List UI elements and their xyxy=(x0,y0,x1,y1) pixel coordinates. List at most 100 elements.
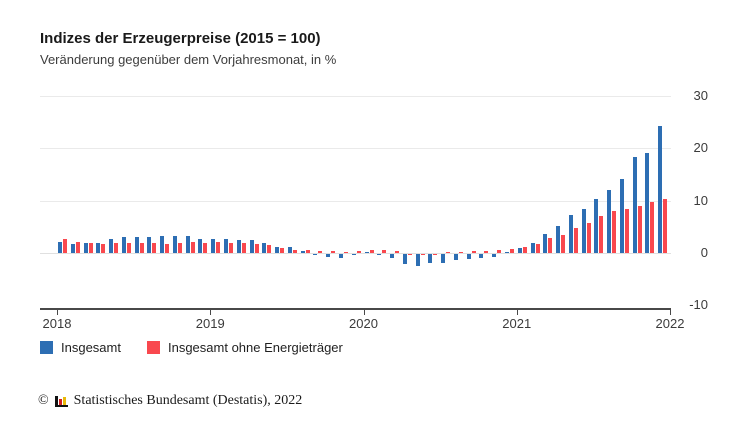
legend-swatch-blue xyxy=(40,341,53,354)
x-axis-tick xyxy=(210,310,212,315)
bar-ohne-energietraeger xyxy=(420,254,425,256)
bar-insgesamt xyxy=(83,243,88,253)
bar-ohne-energietraeger xyxy=(241,243,246,253)
bar-insgesamt xyxy=(300,251,305,253)
source-text: Statistisches Bundesamt (Destatis), 2022 xyxy=(73,393,303,408)
bar-ohne-energietraeger xyxy=(101,243,106,253)
bar-insgesamt xyxy=(338,254,343,258)
x-axis-label: 2022 xyxy=(655,316,685,331)
bar-ohne-energietraeger xyxy=(612,211,617,253)
destatis-bar-chart-icon xyxy=(54,395,68,407)
y-axis-label: 0 xyxy=(700,245,708,260)
bar-ohne-energietraeger xyxy=(267,245,272,253)
bar-insgesamt xyxy=(658,126,663,253)
bar-ohne-energietraeger xyxy=(458,252,463,253)
bar-insgesamt xyxy=(594,198,599,253)
bar-insgesamt xyxy=(492,254,497,257)
bar-insgesamt xyxy=(185,235,190,253)
bar-ohne-energietraeger xyxy=(407,254,412,256)
bar-insgesamt xyxy=(632,156,637,253)
bar-ohne-energietraeger xyxy=(331,251,336,253)
bar-insgesamt xyxy=(364,251,369,253)
bar-insgesamt xyxy=(390,254,395,259)
legend-label: Insgesamt xyxy=(61,340,121,355)
copyright-symbol: © xyxy=(38,393,49,408)
x-axis-label: 2019 xyxy=(195,316,225,331)
bar-ohne-energietraeger xyxy=(190,242,195,253)
bar-insgesamt xyxy=(211,239,216,253)
bar-ohne-energietraeger xyxy=(484,251,489,253)
legend-label: Insgesamt ohne Energieträger xyxy=(167,340,343,355)
bar-ohne-energietraeger xyxy=(292,249,297,253)
bar-ohne-energietraeger xyxy=(599,215,604,253)
x-axis-tick xyxy=(670,310,671,315)
y-axis-label: 30 xyxy=(693,88,708,103)
legend-item-insgesamt: Insgesamt xyxy=(40,340,121,355)
bar-insgesamt xyxy=(287,247,292,253)
bar-ohne-energietraeger xyxy=(356,251,361,253)
gridline xyxy=(40,148,671,150)
bar-insgesamt xyxy=(121,237,126,253)
x-axis-tick xyxy=(57,310,58,315)
bar-ohne-energietraeger xyxy=(663,199,668,253)
bar-insgesamt xyxy=(377,254,382,255)
bar-ohne-energietraeger xyxy=(63,239,67,253)
bar-ohne-energietraeger xyxy=(382,249,387,253)
bar-insgesamt xyxy=(262,243,267,253)
bar-ohne-energietraeger xyxy=(114,243,119,253)
bar-insgesamt xyxy=(428,254,433,264)
bar-ohne-energietraeger xyxy=(318,250,323,253)
bar-ohne-energietraeger xyxy=(139,243,144,253)
x-axis-label: 2020 xyxy=(349,316,378,331)
bar-insgesamt xyxy=(607,190,612,253)
bar-insgesamt xyxy=(556,225,561,253)
bar-ohne-energietraeger xyxy=(254,244,259,253)
bar-insgesamt xyxy=(543,233,548,253)
bar-insgesamt xyxy=(504,251,509,253)
bar-insgesamt xyxy=(402,254,407,264)
bar-ohne-energietraeger xyxy=(305,250,310,253)
chart-subtitle: Veränderung gegenüber dem Vorjahresmonat… xyxy=(40,52,337,67)
bar-insgesamt xyxy=(351,254,356,256)
bar-ohne-energietraeger xyxy=(535,244,540,253)
bar-ohne-energietraeger xyxy=(152,243,157,253)
legend-swatch-red xyxy=(146,341,160,354)
gridline xyxy=(40,200,671,202)
bar-ohne-energietraeger xyxy=(369,250,374,253)
bar-insgesamt xyxy=(70,243,75,253)
bar-insgesamt xyxy=(58,242,62,253)
bar-insgesamt xyxy=(198,238,203,253)
bar-ohne-energietraeger xyxy=(216,242,221,253)
x-axis-tick xyxy=(363,310,365,315)
bar-ohne-energietraeger xyxy=(586,222,591,253)
bar-ohne-energietraeger xyxy=(522,247,527,253)
gridline xyxy=(40,96,671,97)
bar-ohne-energietraeger xyxy=(343,251,348,253)
bar-insgesamt xyxy=(517,248,522,253)
bar-ohne-energietraeger xyxy=(126,243,131,253)
bar-insgesamt xyxy=(172,235,177,253)
bar-ohne-energietraeger xyxy=(471,251,476,253)
y-axis-label: -10 xyxy=(689,297,708,313)
bar-ohne-energietraeger xyxy=(650,202,655,253)
chart-title: Indizes der Erzeugerpreise (2015 = 100) xyxy=(40,30,321,47)
bar-insgesamt xyxy=(530,243,535,253)
bar-insgesamt xyxy=(479,254,484,258)
bar-ohne-energietraeger xyxy=(88,243,93,253)
y-axis-label: 10 xyxy=(693,192,708,208)
x-axis-label: 2018 xyxy=(42,316,72,331)
bar-insgesamt xyxy=(275,246,280,253)
bar-insgesamt xyxy=(326,254,331,258)
bar-insgesamt xyxy=(466,254,471,260)
x-axis-tick xyxy=(516,310,518,315)
bar-ohne-energietraeger xyxy=(509,249,514,253)
bar-ohne-energietraeger xyxy=(395,251,400,253)
bar-ohne-energietraeger xyxy=(229,242,234,253)
bar-insgesamt xyxy=(160,236,165,253)
bar-insgesamt xyxy=(568,215,573,253)
bar-ohne-energietraeger xyxy=(75,242,80,253)
x-axis-line xyxy=(40,308,671,310)
bar-insgesamt xyxy=(224,239,229,253)
source-attribution: © Statistisches Bundesamt (Destatis), 20… xyxy=(38,393,302,409)
